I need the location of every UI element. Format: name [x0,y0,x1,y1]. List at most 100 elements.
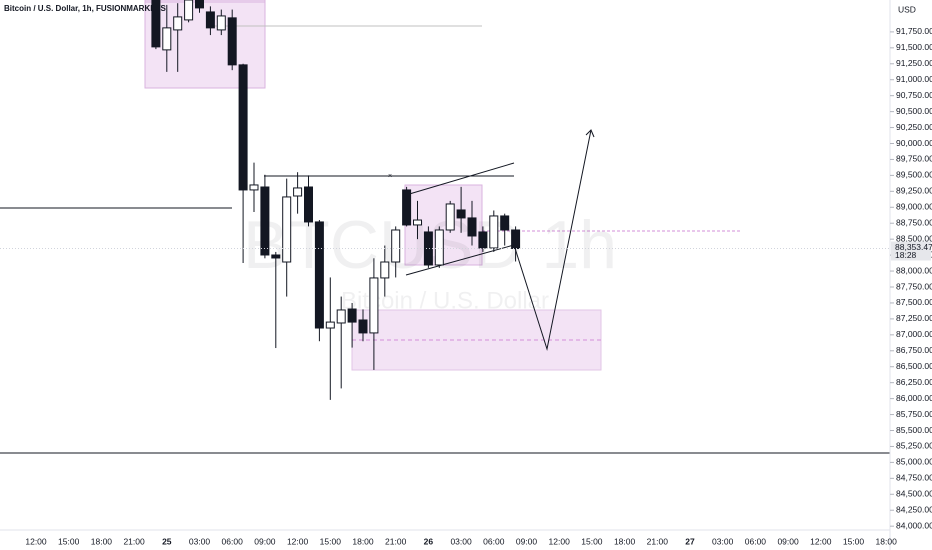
candle-body [358,319,368,334]
y-tick-label: 85,250.00 [896,441,932,451]
candle-body [162,27,172,51]
y-tick-label: 89,750.00 [896,154,932,164]
marker: × [388,173,392,180]
x-tick-label: 03:00 [712,536,734,546]
y-tick-label: 84,750.00 [896,473,932,483]
y-tick-label: 88,000.00 [896,265,932,275]
currency-label: USD [898,4,916,14]
y-tick-label: 84,500.00 [896,489,932,499]
candle-body [260,186,270,256]
x-tick-label: 26 [424,536,434,546]
candle-body [195,0,204,9]
candle-body [325,321,335,329]
y-tick-label: 91,250.00 [896,58,932,68]
candle-body [293,187,303,197]
candle-body [511,229,521,250]
x-tick-label: 06:00 [745,536,767,546]
y-tick-label: 86,250.00 [896,377,932,387]
last-price-label: 88,353.47 [895,242,932,252]
x-tick-label: 25 [162,536,172,546]
x-tick-label: 18:00 [352,536,374,546]
candle-body [304,186,313,223]
x-tick-label: 03:00 [189,536,211,546]
candle-body [216,15,226,31]
candle-body [467,217,477,237]
chart-title: Bitcoin / U.S. Dollar, 1h, FUSIONMARKETS [4,4,166,13]
x-tick-label: 15:00 [843,536,865,546]
candle-body [314,221,324,329]
x-tick-label: 18:00 [876,536,898,546]
y-tick-label: 88,750.00 [896,217,932,227]
candle-body [271,254,281,259]
channel-line [405,244,515,276]
candle-body [336,309,346,324]
candle-body [173,16,183,31]
x-tick-label: 21:00 [123,536,145,546]
y-tick-label: 89,250.00 [896,186,932,196]
x-tick-label: 21:00 [385,536,407,546]
arrow-head [585,129,595,138]
y-tick-label: 89,500.00 [896,170,932,180]
x-tick-label: 12:00 [810,536,832,546]
candle-body [478,231,488,249]
y-tick-label: 90,750.00 [896,90,932,100]
y-tick-label: 91,500.00 [896,42,932,52]
candle-body [391,229,401,263]
y-tick-label: 86,000.00 [896,393,932,403]
channel-line [405,162,515,196]
y-tick-label: 87,750.00 [896,281,932,291]
y-tick-label: 88,500.00 [896,233,932,243]
candle-body [347,308,357,323]
projection-path [513,129,592,351]
y-tick-label: 90,500.00 [896,106,932,116]
x-tick-label: 09:00 [254,536,276,546]
x-tick-label: 18:00 [91,536,113,546]
x-tick-label: 15:00 [581,536,603,546]
candle-body [489,215,499,249]
candle-body [423,231,433,266]
x-tick-label: 09:00 [777,536,799,546]
y-tick-label: 84,000.00 [896,520,932,530]
x-tick-label: 03:00 [450,536,472,546]
y-tick-label: 90,000.00 [896,138,932,148]
y-tick-label: 85,500.00 [896,425,932,435]
y-tick-label: 91,750.00 [896,26,932,36]
y-tick-label: 90,250.00 [896,122,932,132]
price-axis [890,0,932,550]
x-tick-label: 12:00 [287,536,309,546]
x-tick-label: 15:00 [320,536,342,546]
y-tick-label: 85,000.00 [896,457,932,467]
candle-body [380,261,390,279]
candle-body [456,209,466,219]
candle-body [434,229,444,266]
candle-body [413,219,422,226]
x-tick-label: 06:00 [483,536,505,546]
candle-body [227,17,237,66]
candle-body [500,215,510,231]
y-tick-label: 91,000.00 [896,74,932,84]
x-tick-label: 18:00 [614,536,636,546]
x-tick-label: 21:00 [647,536,669,546]
y-tick-label: 85,750.00 [896,409,932,419]
candle-body [238,64,248,191]
x-tick-label: 27 [685,536,695,546]
candle-body [184,0,194,21]
candle-body [369,277,379,334]
y-tick-label: 84,250.00 [896,504,932,514]
x-tick-label: 15:00 [58,536,80,546]
candle-body [402,189,412,226]
candle-body [205,11,215,29]
drawings: × BTCUSD 1h Bitcoin / U.S. Dollar [0,0,890,454]
y-tick-label: 86,750.00 [896,345,932,355]
last-price-box [891,241,931,261]
y-tick-label: 87,500.00 [896,297,932,307]
y-tick-label: 87,000.00 [896,329,932,339]
candle-body [249,184,259,191]
countdown: 18:28 [895,250,917,260]
candle-body [282,196,292,263]
y-tick-label: 89,000.00 [896,202,932,212]
x-tick-label: 06:00 [222,536,244,546]
x-tick-label: 09:00 [516,536,538,546]
candle-body [445,203,455,231]
